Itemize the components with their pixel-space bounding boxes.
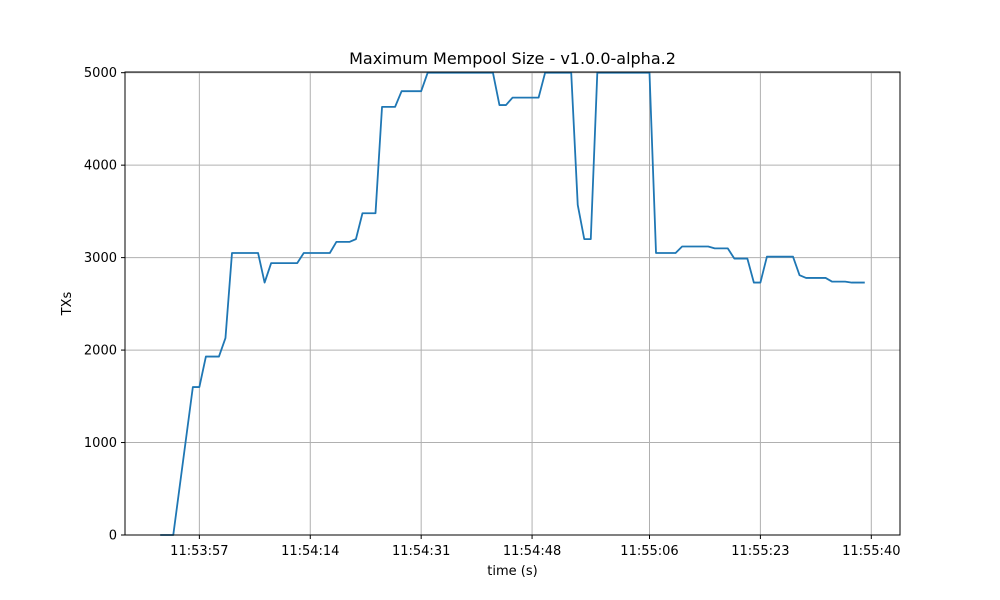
y-tick-label: 3000 — [84, 251, 117, 266]
x-tick-label: 11:55:40 — [842, 544, 900, 559]
y-tick-label: 4000 — [84, 159, 117, 174]
x-tick-label: 11:54:48 — [503, 544, 561, 559]
series-line — [160, 71, 865, 536]
chart-title: Maximum Mempool Size - v1.0.0-alpha.2 — [349, 49, 676, 68]
ticks: 11:53:57 11:54:14 11:54:31 11:54:48 11:55:06… — [84, 66, 901, 559]
x-tick-label: 11:54:31 — [392, 544, 450, 559]
y-axis-label: TXs — [60, 291, 75, 316]
y-tick-label: 1000 — [84, 436, 117, 451]
grid — [125, 72, 900, 536]
x-tick-label: 11:53:57 — [170, 544, 228, 559]
plot-frame — [124, 71, 901, 536]
y-tick-label: 5000 — [84, 66, 117, 81]
x-axis-label: time (s) — [487, 564, 537, 579]
y-tick-label: 2000 — [84, 344, 117, 359]
y-tick-label: 0 — [109, 529, 117, 544]
x-tick-label: 11:55:23 — [731, 544, 789, 559]
x-tick-label: 11:55:06 — [620, 544, 678, 559]
x-tick-label: 11:54:14 — [281, 544, 339, 559]
